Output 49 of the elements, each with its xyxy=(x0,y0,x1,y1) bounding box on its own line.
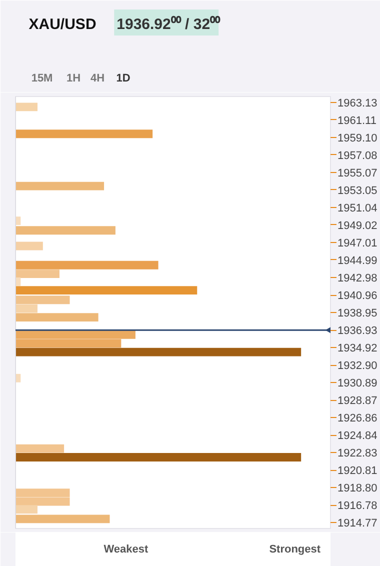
y-tick-label: 1961.11 xyxy=(338,114,376,127)
y-tick-label: 1918.80 xyxy=(338,482,378,495)
y-tick-label: 1959.10 xyxy=(338,132,378,144)
y-tick-label: 1955.07 xyxy=(338,167,378,180)
y-tick-label: 1953.05 xyxy=(338,184,378,197)
y-tick-label: 1914.77 xyxy=(338,518,378,530)
y-tick-label: 1922.83 xyxy=(338,448,378,460)
y-tick-label: 1930.89 xyxy=(338,378,378,390)
bar xyxy=(16,286,198,295)
bar xyxy=(16,348,302,356)
chart-subtitle: 1936.92⁰⁰ / 32⁰⁰ xyxy=(116,15,222,33)
y-tick-label: 1926.86 xyxy=(338,412,378,425)
y-tick-label: 1963.13 xyxy=(338,97,378,110)
bar xyxy=(16,260,158,270)
y-tick-label: 1947.01 xyxy=(338,237,378,250)
bar xyxy=(16,296,70,304)
text: 1D xyxy=(116,72,130,84)
y-tick-label: 1934.92 xyxy=(338,342,378,355)
bar xyxy=(16,270,60,278)
y-tick-label: 1936.93 xyxy=(338,325,378,338)
text: 1H xyxy=(66,72,81,84)
y-tick-label: 1938.95 xyxy=(338,308,378,320)
y-tick-label: 1932.90 xyxy=(338,360,378,372)
y-tick-label: 1951.04 xyxy=(338,202,378,214)
chart-title: XAU/USD xyxy=(28,16,96,33)
y-tick-label: 1949.02 xyxy=(338,220,378,232)
y-tick-label: 1916.78 xyxy=(338,500,378,512)
y-tick-label: 1942.98 xyxy=(338,272,378,284)
text: 15M xyxy=(31,72,53,84)
bar xyxy=(16,242,43,250)
y-tick-label: 1957.08 xyxy=(338,150,378,162)
y-tick-label: 1928.87 xyxy=(338,395,378,408)
y-tick-label: 1920.81 xyxy=(338,465,378,478)
y-tick-label: 1944.99 xyxy=(338,255,378,267)
bar xyxy=(16,444,64,453)
bar xyxy=(16,102,38,112)
bar xyxy=(16,226,116,235)
text: Strongest xyxy=(269,544,321,556)
y-tick-label: 1924.84 xyxy=(338,430,378,442)
bar xyxy=(16,304,38,313)
y-tick-label: 1940.96 xyxy=(338,290,378,302)
bar xyxy=(16,313,98,322)
bar xyxy=(16,505,38,514)
bar xyxy=(16,182,104,190)
text: Weakest xyxy=(104,544,148,556)
bar xyxy=(16,130,153,138)
bar xyxy=(16,453,302,462)
bar xyxy=(16,514,110,524)
text: 4H xyxy=(90,72,105,84)
